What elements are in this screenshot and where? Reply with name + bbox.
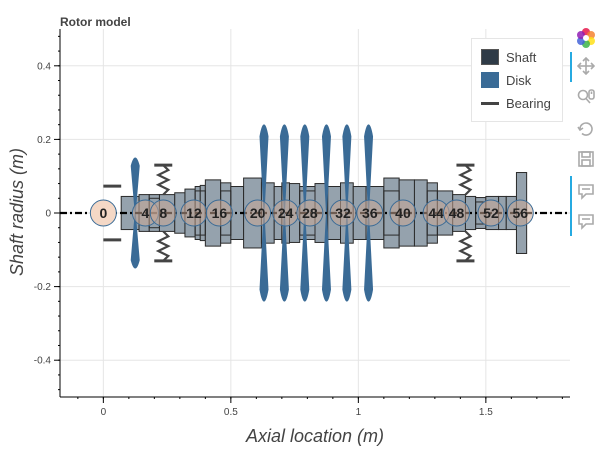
pan-icon[interactable]	[576, 56, 596, 76]
node-label: 32	[335, 205, 351, 221]
disk-element	[279, 212, 289, 302]
wheel-zoom-icon[interactable]	[576, 87, 596, 107]
y-axis-label: Shaft radius (m)	[7, 148, 27, 276]
node-label: 52	[483, 205, 499, 221]
bearing-spring	[155, 230, 171, 262]
legend-swatch-disk	[481, 72, 499, 88]
x-tick-label: 0	[101, 407, 107, 418]
disk-element	[321, 212, 331, 302]
disk-elements	[130, 124, 374, 302]
node-marker	[296, 199, 324, 227]
save-icon[interactable]	[576, 149, 596, 169]
node-label: 56	[512, 205, 528, 221]
node-label: 40	[395, 205, 411, 221]
node-label: 48	[449, 205, 465, 221]
node-label: 8	[159, 205, 167, 221]
legend-label-disk: Disk	[506, 72, 532, 88]
axes: 0 0.5 1 1.5 -0.4 -0.2 0 0.2 0.4	[34, 29, 570, 418]
node-marker	[89, 199, 117, 227]
y-tick-label: 0.2	[37, 135, 51, 146]
legend-item-shaft: Shaft	[481, 49, 536, 65]
y-tick-label: 0.4	[37, 61, 51, 72]
disk-element	[130, 157, 140, 214]
y-tick-label: -0.4	[34, 356, 52, 367]
plot-toolbar	[570, 28, 598, 248]
legend: Shaft Disk Bearing	[471, 38, 563, 122]
node-marker	[356, 199, 384, 227]
x-tick-label: 0.5	[224, 407, 238, 418]
node-marker	[477, 199, 505, 227]
chart-title: Rotor model	[60, 15, 131, 29]
bearing-spring	[457, 164, 473, 196]
hover-icon[interactable]	[576, 211, 596, 231]
disk-element	[364, 124, 374, 214]
disk-element	[279, 124, 289, 214]
y-tick-label: -0.2	[34, 282, 52, 293]
bokeh-logo[interactable]	[576, 28, 596, 48]
node-marker	[506, 199, 534, 227]
node-label: 24	[278, 205, 294, 221]
bearing-elements	[103, 163, 475, 263]
legend-swatch-shaft	[481, 49, 499, 65]
node-marker	[244, 199, 272, 227]
disk-element	[364, 212, 374, 302]
node-label: 12	[186, 205, 202, 221]
node-label: 4	[142, 205, 150, 221]
disk-element	[130, 212, 140, 269]
node-label: 28	[302, 205, 318, 221]
node-marker	[329, 199, 357, 227]
pan-active-indicator	[570, 52, 572, 82]
disk-element	[300, 124, 310, 214]
bearing-spring	[457, 230, 473, 262]
disk-element	[342, 124, 352, 214]
disk-element	[300, 212, 310, 302]
node-label: 16	[212, 205, 228, 221]
node-marker	[205, 199, 233, 227]
node-marker	[443, 199, 471, 227]
legend-label-shaft: Shaft	[506, 49, 537, 65]
node-markers: 0 4 8 12 16 20 24 28 32 36 40 44 48 52 56	[89, 199, 534, 227]
node-marker	[389, 199, 417, 227]
hover-icon[interactable]	[576, 181, 596, 201]
disk-element	[321, 124, 331, 214]
x-tick-label: 1	[356, 407, 362, 418]
disk-element	[259, 124, 269, 214]
y-tick-label: 0	[45, 209, 51, 220]
legend-item-disk: Disk	[481, 72, 531, 88]
reset-icon[interactable]	[576, 119, 596, 139]
legend-swatch-bearing	[481, 102, 499, 105]
node-label: 44	[428, 205, 444, 221]
legend-label-bearing: Bearing	[506, 96, 551, 111]
disk-element	[259, 212, 269, 302]
disk-element	[342, 212, 352, 302]
node-label: 20	[250, 205, 266, 221]
hover-active-indicator	[570, 176, 572, 236]
node-label: 36	[362, 205, 378, 221]
x-axis-label: Axial location (m)	[245, 426, 384, 446]
legend-item-bearing: Bearing	[481, 96, 551, 111]
node-marker	[149, 199, 177, 227]
x-tick-label: 1.5	[479, 407, 493, 418]
bearing-spring	[155, 164, 171, 196]
node-label: 0	[99, 205, 107, 221]
